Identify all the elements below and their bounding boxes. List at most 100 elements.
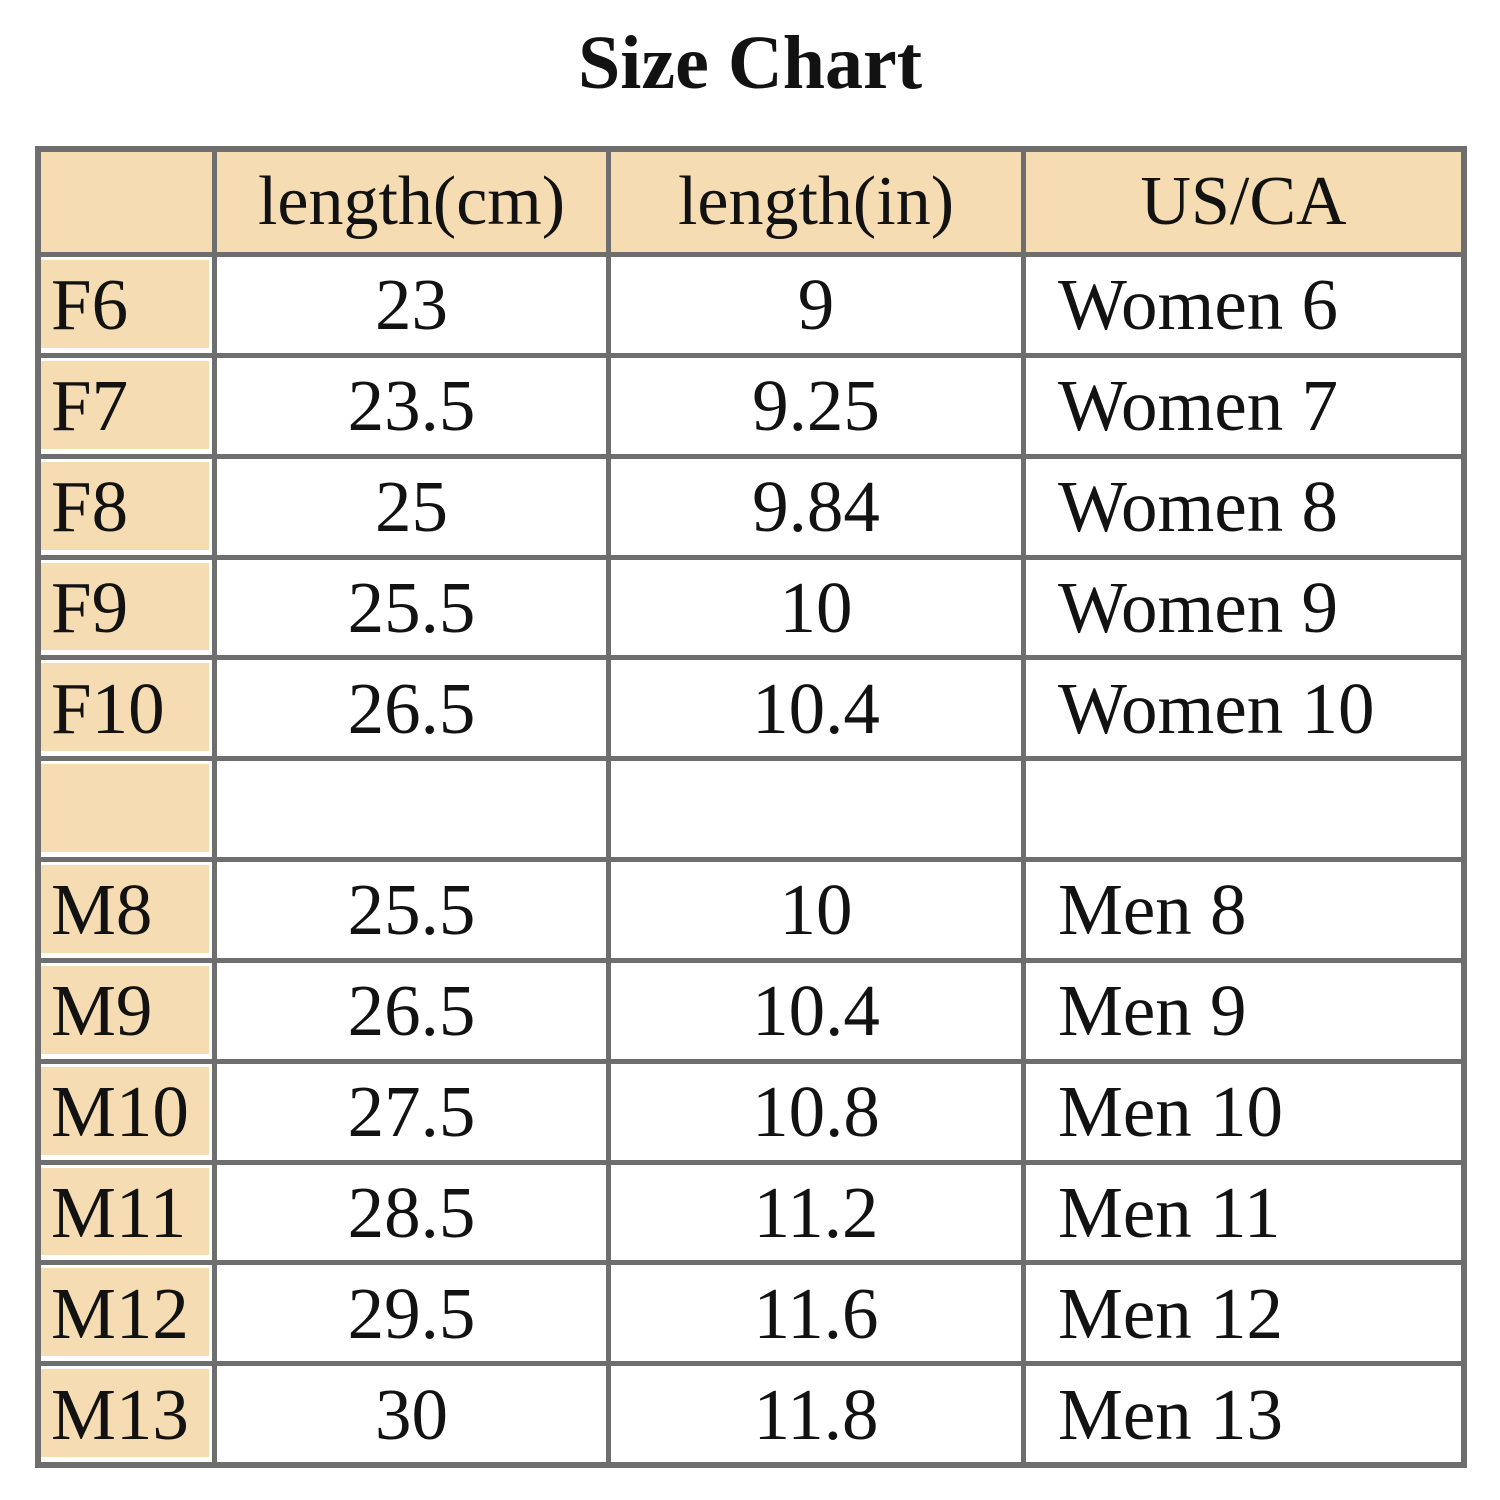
- row-label-cell: F9: [41, 559, 212, 656]
- us-ca-cell: Men 11: [1026, 1164, 1461, 1261]
- length-in-cell-text: 10.4: [752, 667, 880, 749]
- row-label-cell: M9: [41, 962, 212, 1059]
- label-cell-peach-fill: [41, 865, 209, 953]
- us-ca-cell-text: Women 6: [1058, 264, 1338, 346]
- row-label-cell: M12: [41, 1265, 212, 1362]
- column-header: length(in): [611, 152, 1021, 252]
- column-header-text: length(in): [677, 163, 955, 240]
- us-ca-cell: Men 8: [1026, 862, 1461, 958]
- length-in-cell-text: 11.8: [753, 1373, 879, 1455]
- label-cell-peach-fill: [41, 260, 209, 348]
- length-cm-cell-text: 23: [375, 264, 448, 346]
- us-ca-cell-text: Men 12: [1058, 1272, 1284, 1354]
- length-cm-cell-text: 23.5: [347, 365, 476, 447]
- column-header: length(cm): [217, 152, 606, 252]
- length-cm-cell: 26.5: [217, 660, 606, 757]
- length-cm-cell-text: 26.5: [347, 970, 476, 1052]
- row-label-cell-text: M10: [51, 1071, 189, 1153]
- us-ca-cell: Men 9: [1026, 962, 1461, 1059]
- length-cm-cell-text: 25.5: [347, 566, 476, 648]
- length-in-cell-text: 10.8: [752, 1071, 880, 1153]
- row-label-cell: M8: [41, 862, 212, 958]
- us-ca-cell: Women 8: [1026, 458, 1461, 555]
- row-label-cell-text: F9: [51, 566, 129, 648]
- length-in-cell: 10: [611, 862, 1021, 958]
- length-in-cell-text: 9.84: [752, 466, 880, 548]
- row-label-cell: F7: [41, 357, 212, 454]
- us-ca-cell: Women 10: [1026, 660, 1461, 757]
- us-ca-cell-text: Women 8: [1058, 466, 1338, 548]
- length-cm-cell-text: 25: [375, 466, 448, 548]
- row-label-cell: M10: [41, 1063, 212, 1160]
- us-ca-cell: Men 13: [1026, 1366, 1461, 1462]
- length-in-cell-text: 10: [779, 566, 853, 648]
- label-cell-peach-fill: [41, 1167, 209, 1256]
- us-ca-cell: Men 12: [1026, 1265, 1461, 1362]
- us-ca-cell-text: Men 9: [1058, 970, 1247, 1052]
- length-in-cell: 9.84: [611, 458, 1021, 555]
- us-ca-cell-text: Women 10: [1058, 667, 1375, 749]
- us-ca-cell: Men 10: [1026, 1063, 1461, 1160]
- us-ca-cell: Women 9: [1026, 559, 1461, 656]
- row-label-cell: M13: [41, 1366, 212, 1462]
- length-cm-cell-text: 28.5: [347, 1171, 476, 1253]
- label-cell-peach-fill: [41, 1066, 209, 1155]
- label-cell-peach-fill: [41, 663, 209, 752]
- length-in-cell: 10.4: [611, 660, 1021, 757]
- us-ca-cell: Women 6: [1026, 257, 1461, 353]
- label-cell-peach-fill: [41, 562, 209, 651]
- length-in-cell: 11.6: [611, 1265, 1021, 1362]
- row-label-cell-text: M11: [51, 1171, 187, 1253]
- row-label-cell-text: F10: [51, 667, 165, 749]
- blank-length-cm-cell: [217, 761, 606, 857]
- length-in-cell: 9: [611, 257, 1021, 353]
- length-cm-cell-text: 27.5: [347, 1071, 476, 1153]
- length-in-cell: 10.4: [611, 962, 1021, 1059]
- length-in-cell-text: 10.4: [752, 970, 880, 1052]
- label-cell-peach-fill: [41, 1369, 209, 1457]
- row-label-cell-text: F8: [51, 466, 129, 548]
- length-cm-cell-text: 26.5: [347, 667, 476, 749]
- us-ca-cell-text: Men 10: [1058, 1071, 1284, 1153]
- us-ca-cell-text: Men 8: [1058, 869, 1247, 951]
- length-cm-cell-text: 30: [375, 1373, 448, 1455]
- length-cm-cell-text: 25.5: [347, 869, 476, 951]
- row-label-cell: F10: [41, 660, 212, 757]
- us-ca-cell-text: Women 7: [1058, 365, 1338, 447]
- length-cm-cell: 25.5: [217, 559, 606, 656]
- row-label-cell-text: F6: [51, 264, 129, 346]
- column-header: US/CA: [1026, 152, 1461, 252]
- length-cm-cell: 30: [217, 1366, 606, 1462]
- length-in-cell: 9.25: [611, 357, 1021, 454]
- length-in-cell-text: 9: [797, 264, 835, 346]
- column-header-text: length(cm): [257, 163, 566, 240]
- length-in-cell-text: 11.2: [753, 1171, 879, 1253]
- length-in-cell-text: 11.6: [753, 1272, 879, 1354]
- length-cm-cell: 25.5: [217, 862, 606, 958]
- row-label-cell-text: M13: [51, 1373, 189, 1455]
- blank-length-in-cell: [611, 761, 1021, 857]
- label-cell-peach-fill: [41, 965, 209, 1054]
- length-cm-cell: 28.5: [217, 1164, 606, 1261]
- corner-header-cell: [41, 152, 212, 252]
- blank-us-ca-cell: [1026, 761, 1461, 857]
- length-in-cell: 10.8: [611, 1063, 1021, 1160]
- label-cell-peach-fill: [41, 1268, 209, 1357]
- length-in-cell-text: 9.25: [752, 365, 880, 447]
- label-cell-peach-fill: [41, 360, 209, 449]
- row-label-cell: F6: [41, 257, 212, 353]
- blank-row-label-cell: [41, 761, 212, 857]
- row-label-cell-text: M8: [51, 869, 153, 951]
- us-ca-cell-text: Men 11: [1058, 1171, 1281, 1253]
- us-ca-cell-text: Women 9: [1058, 566, 1338, 648]
- column-header-text: US/CA: [1140, 163, 1347, 240]
- length-in-cell-text: 10: [779, 869, 853, 951]
- length-in-cell: 11.2: [611, 1164, 1021, 1261]
- page-title: Size Chart: [577, 21, 923, 105]
- length-cm-cell: 26.5: [217, 962, 606, 1059]
- length-cm-cell: 27.5: [217, 1063, 606, 1160]
- label-cell-peach-fill: [41, 461, 209, 550]
- length-cm-cell: 23.5: [217, 357, 606, 454]
- us-ca-cell: Women 7: [1026, 357, 1461, 454]
